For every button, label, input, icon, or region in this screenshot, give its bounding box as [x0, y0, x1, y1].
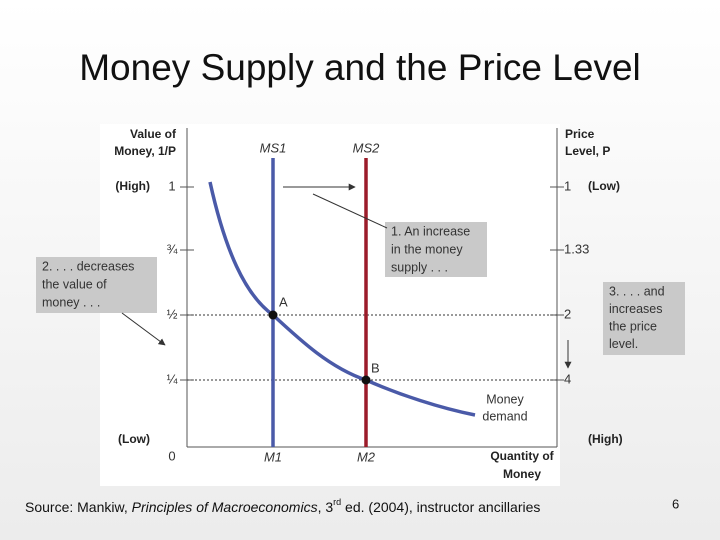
note-text: 1. An increase: [391, 224, 470, 238]
tick-label: 2: [564, 306, 571, 321]
point-label: B: [371, 360, 380, 375]
note-text: the price: [609, 319, 657, 333]
axis-label: Value of: [130, 127, 177, 141]
page-number: 6: [672, 496, 679, 511]
origin-label: 0: [168, 448, 175, 463]
point: [268, 310, 278, 320]
tick-label: 1: [168, 178, 175, 193]
tick-label: 1: [564, 178, 571, 193]
axis-label: Level, P: [565, 144, 610, 158]
note-text: money . . .: [42, 295, 100, 309]
edition: , 3: [318, 499, 334, 515]
axis-label: Money, 1/P: [114, 144, 176, 158]
point: [361, 375, 371, 385]
tick-label: 1.33: [564, 241, 589, 256]
curve-label: demand: [482, 409, 527, 423]
tick-label: ¾: [167, 241, 178, 256]
tick-label: ¼: [167, 371, 178, 386]
source-prefix: Source: Mankiw,: [25, 499, 132, 515]
axis-note: (High): [588, 432, 623, 446]
tick-label: ½: [167, 306, 178, 321]
diagram-area: [100, 124, 560, 486]
ordinal: rd: [333, 497, 341, 507]
note-text: 3. . . . and: [609, 284, 665, 298]
axis-note: (High): [115, 179, 150, 193]
axis-label: Money: [503, 467, 541, 481]
line-label: MS1: [260, 140, 287, 155]
line-label: MS2: [353, 140, 381, 155]
note-text: in the money: [391, 242, 463, 256]
source: Source: Mankiw, Principles of Macroecono…: [25, 497, 540, 514]
axis-value: M2: [357, 449, 376, 464]
axis-label: Quantity of: [490, 449, 554, 463]
axis-note: (Low): [118, 432, 150, 446]
book-title: Principles of Macroeconomics: [132, 499, 318, 515]
note-text: supply . . .: [391, 260, 448, 274]
note-text: level.: [609, 337, 638, 351]
tick-label: 4: [564, 371, 571, 386]
source-rest: ed. (2004), instructor ancillaries: [341, 499, 540, 515]
axis-value: M1: [264, 449, 282, 464]
note-text: the value of: [42, 277, 107, 291]
slide-title: Money Supply and the Price Level: [79, 47, 641, 88]
axis-note: (Low): [588, 179, 620, 193]
arrow: [121, 312, 166, 346]
note-text: 2. . . . decreases: [42, 259, 134, 273]
note-box: [385, 222, 487, 277]
curve-label: Money: [486, 392, 524, 406]
note-box: [603, 282, 685, 355]
connector: [312, 193, 388, 229]
note-box: [36, 257, 157, 313]
note-text: increases: [609, 302, 663, 316]
axis-label: Price: [565, 127, 595, 141]
demand-curve: [208, 181, 476, 417]
point-label: A: [279, 294, 288, 309]
